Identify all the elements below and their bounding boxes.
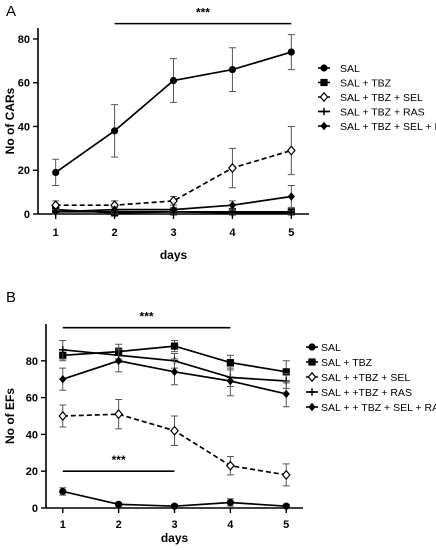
data-point xyxy=(228,201,237,210)
legend-label: SAL + +TBZ + RAS xyxy=(321,387,412,399)
y-tick-label: 0 xyxy=(24,209,30,221)
data-point xyxy=(110,127,119,135)
legend-marker xyxy=(320,121,328,131)
data-point xyxy=(281,469,291,481)
x-tick-label: 2 xyxy=(112,227,118,239)
x-tick-label: 5 xyxy=(288,227,294,239)
legend-label: SAL + + TBZ + SEL + RAS xyxy=(321,402,436,414)
legend-marker xyxy=(320,64,328,72)
data-point xyxy=(225,460,235,471)
data-point xyxy=(52,207,60,217)
panel-letter: A xyxy=(6,3,16,20)
y-tick-label: 60 xyxy=(18,78,30,90)
legend: SAL SAL + TBZ SAL + +TBZ + SEL SAL + +TBZ +… xyxy=(306,342,436,414)
legend-marker xyxy=(307,371,317,383)
legend-marker xyxy=(308,358,316,366)
legend-label: SAL + +TBZ + SEL xyxy=(321,372,410,384)
x-tick-label: 3 xyxy=(170,227,176,239)
significance-label: *** xyxy=(196,6,210,20)
data-point xyxy=(226,498,234,507)
legend-label: SAL xyxy=(340,63,360,75)
legend-marker xyxy=(308,343,316,351)
x-axis-title: days xyxy=(161,531,189,545)
x-tick-label: 3 xyxy=(171,519,177,531)
data-point xyxy=(282,368,290,376)
x-tick-label: 1 xyxy=(60,519,66,531)
data-point xyxy=(228,162,237,174)
x-axis-title: days xyxy=(160,248,188,262)
data-point xyxy=(170,342,179,350)
x-tick-label: 4 xyxy=(229,227,236,239)
legend-label: SAL + TBZ xyxy=(340,78,392,90)
legend-label: SAL xyxy=(321,342,341,354)
data-point xyxy=(52,168,60,177)
data-point xyxy=(59,375,67,384)
significance-label: *** xyxy=(140,310,154,324)
legend-label: SAL + TBZ + SEL xyxy=(340,92,423,104)
series-5 xyxy=(52,185,295,217)
series-1 xyxy=(59,487,290,510)
y-tick-label: 0 xyxy=(32,503,38,515)
data-point xyxy=(228,209,237,217)
y-axis-title: No of EFs xyxy=(3,388,17,444)
legend: SAL SAL + TBZ SAL + TBZ + SEL SAL + TBZ + R… xyxy=(318,63,436,133)
legend-marker xyxy=(308,388,316,396)
legend-marker xyxy=(320,107,328,116)
data-point xyxy=(170,425,179,436)
data-point xyxy=(287,48,295,56)
y-tick-label: 80 xyxy=(26,356,38,368)
y-tick-label: 20 xyxy=(18,165,30,177)
data-point xyxy=(170,367,179,377)
data-point xyxy=(169,195,178,206)
series-3 xyxy=(58,398,291,487)
legend-label: SAL + TBZ + SEL + RAS xyxy=(340,121,436,133)
data-point xyxy=(169,76,178,85)
legend-marker xyxy=(320,78,328,87)
legend-label: SAL + TBZ xyxy=(321,357,373,369)
x-tick-label: 1 xyxy=(53,227,59,239)
y-tick-label: 40 xyxy=(26,429,38,441)
x-tick-label: 4 xyxy=(227,519,234,531)
data-point xyxy=(287,209,295,217)
legend-marker xyxy=(319,91,329,103)
data-point xyxy=(282,502,290,510)
panel-letter: B xyxy=(6,289,16,306)
x-tick-label: 2 xyxy=(116,519,122,531)
data-point xyxy=(115,356,123,365)
data-point xyxy=(58,410,68,422)
panel-a: A 0 20 40 60 80 1 2 3 4 5 No of CARs days *** SAL SAL +… xyxy=(3,3,436,262)
y-tick-label: 60 xyxy=(26,393,38,405)
x-tick-label: 5 xyxy=(283,519,289,531)
data-point xyxy=(169,205,178,214)
y-tick-label: 20 xyxy=(26,466,38,478)
legend-label: SAL + TBZ + RAS xyxy=(340,107,425,119)
data-point xyxy=(115,500,123,508)
data-point xyxy=(170,502,179,510)
series-3 xyxy=(51,125,296,211)
legend-marker xyxy=(308,402,316,412)
y-axis-title: No of CARs xyxy=(3,87,17,154)
series-1 xyxy=(52,34,295,187)
data-point xyxy=(110,205,119,214)
data-point xyxy=(282,389,290,399)
data-point xyxy=(114,409,124,420)
y-tick-label: 80 xyxy=(18,34,30,46)
significance-label: *** xyxy=(112,453,126,467)
data-point xyxy=(286,145,296,156)
data-point xyxy=(287,192,295,201)
y-tick-label: 40 xyxy=(18,121,30,133)
series-5 xyxy=(59,349,290,408)
data-point xyxy=(226,359,234,367)
data-point xyxy=(226,376,234,386)
data-point xyxy=(59,487,67,496)
data-point xyxy=(228,65,237,74)
data-point xyxy=(59,346,67,354)
